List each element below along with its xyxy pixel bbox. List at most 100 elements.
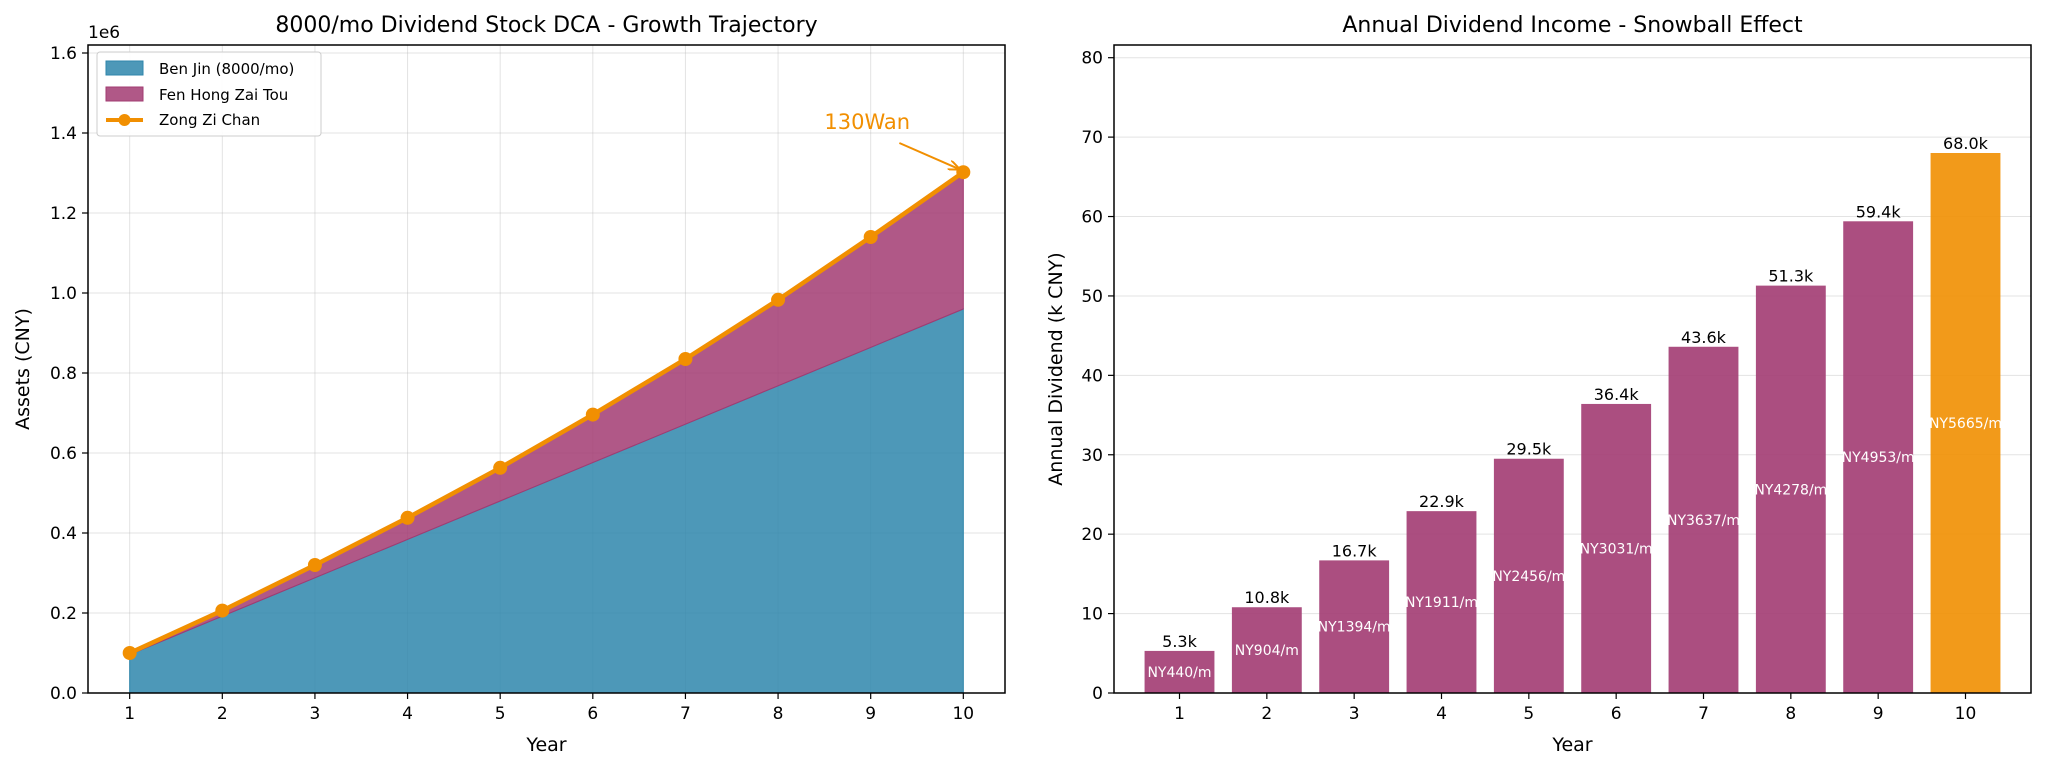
bar-year-8 [1755, 285, 1826, 693]
left-y-tick-label-3: 0.6 [50, 444, 77, 464]
total-point-year-8 [771, 292, 786, 307]
right-x-tick-label-5: 5 [1523, 704, 1534, 724]
total-point-year-4 [400, 510, 415, 525]
left-x-tick-label-1: 1 [124, 704, 135, 724]
legend-label-ben-jin: Ben Jin (8000/mo) [159, 60, 294, 78]
bar-value-label-year-6: 36.4k [1594, 385, 1640, 404]
annotation-arrow [898, 142, 959, 169]
left-x-tick-label-8: 8 [773, 704, 784, 724]
total-point-year-5 [493, 460, 508, 475]
right-y-tick-label-80: 80 [1081, 49, 1103, 69]
bar-value-label-year-2: 10.8k [1244, 588, 1290, 607]
right-y-axis-label: Annual Dividend (k CNY) [1045, 252, 1067, 485]
right-y-tick-label-20: 20 [1081, 525, 1103, 545]
left-y-offset-label: 1e6 [88, 23, 120, 43]
right-bar-labels: 5.3k 10.8k 16.7k 22.9k 29.5k 36.4k 43.6k 51.3k 5… [1162, 134, 1989, 651]
bar-inner-label-year-6: NY3031/m [1580, 541, 1653, 557]
right-x-axis-label: Year [1551, 734, 1592, 756]
right-chart-title: Annual Dividend Income - Snowball Effect [1342, 13, 1803, 38]
line-zong-zi-chan [128, 170, 965, 656]
bar-value-label-year-8: 51.3k [1768, 267, 1814, 286]
right-x-tick-label-3: 3 [1349, 704, 1360, 724]
bar-inner-label-year-4: NY1911/m [1405, 595, 1478, 611]
bar-year-2 [1231, 607, 1302, 693]
left-y-tick-label-0: 0.0 [50, 684, 77, 704]
total-point-year-6 [585, 407, 600, 422]
bar-year-1 [1144, 650, 1215, 693]
bar-year-7 [1668, 346, 1739, 693]
left-x-tick-label-6: 6 [587, 704, 598, 724]
annotation-130wan: 130Wan [824, 110, 910, 134]
legend-label-zong-zi-chan: Zong Zi Chan [159, 111, 260, 129]
right-axes-frame [1113, 44, 2032, 694]
right-x-tick-label-10: 10 [1955, 704, 1977, 724]
right-x-tick-label-8: 8 [1785, 704, 1796, 724]
left-x-tick-label-10: 10 [952, 704, 974, 724]
growth-trajectory-chart: 8000/mo Dividend Stock DCA - Growth Traj… [12, 13, 1006, 756]
total-point-year-2 [215, 603, 230, 618]
bar-inner-label-year-8: NY4278/m [1754, 482, 1827, 498]
right-y-tick-label-50: 50 [1081, 287, 1103, 307]
left-x-tick-label-4: 4 [402, 704, 413, 724]
right-x-tick-label-7: 7 [1698, 704, 1709, 724]
left-x-tick-label-2: 2 [217, 704, 228, 724]
left-y-tick-label-7: 1.4 [50, 124, 77, 144]
left-total-line [122, 165, 971, 660]
right-y-tick-label-40: 40 [1081, 366, 1103, 386]
total-point-year-1 [122, 646, 137, 660]
bar-value-label-year-10: 68.0k [1943, 134, 1989, 153]
left-x-ticks: 1 2 3 4 5 6 7 8 9 10 [124, 693, 974, 724]
legend-box [96, 51, 322, 137]
right-x-tick-label-4: 4 [1436, 704, 1447, 724]
area-ben-jin [129, 308, 964, 693]
left-chart-title: 8000/mo Dividend Stock DCA - Growth Traj… [275, 13, 817, 38]
bar-year-6 [1581, 403, 1652, 693]
left-x-tick-label-5: 5 [495, 704, 506, 724]
bar-year-3 [1319, 560, 1390, 693]
legend-marker-zong-zi-chan [118, 114, 131, 126]
left-y-tick-label-8: 1.6 [50, 44, 77, 64]
right-y-tick-label-10: 10 [1081, 605, 1103, 625]
left-legend: Ben Jin (8000/mo) Fen Hong Zai Tou Zong … [96, 51, 322, 137]
right-y-tick-label-0: 0 [1092, 684, 1103, 704]
bar-inner-label-year-2: NY904/m [1235, 643, 1299, 659]
left-x-axis-label: Year [525, 734, 566, 756]
left-axes-frame [87, 44, 1006, 694]
left-y-tick-label-2: 0.4 [50, 524, 77, 544]
right-x-tick-label-1: 1 [1174, 704, 1185, 724]
legend-swatch-fen-hong [105, 86, 144, 102]
total-point-year-9 [863, 230, 878, 244]
bar-value-label-year-7: 43.6k [1681, 328, 1727, 347]
left-y-ticks: 0.0 0.2 0.4 0.6 0.8 1.0 1.2 1.4 1.6 [50, 44, 88, 704]
left-x-tick-label-7: 7 [680, 704, 691, 724]
bar-value-label-year-1: 5.3k [1162, 632, 1197, 651]
left-annotation: 130Wan [824, 110, 959, 169]
left-areas [129, 171, 964, 693]
bar-year-5 [1493, 458, 1564, 693]
left-x-tick-label-9: 9 [865, 704, 876, 724]
bar-inner-label-year-3: NY1394/m [1318, 620, 1391, 636]
bar-year-9 [1843, 221, 1914, 693]
bar-inner-label-year-5: NY2456/m [1492, 569, 1565, 585]
right-y-tick-label-70: 70 [1081, 128, 1103, 148]
left-x-tick-label-3: 3 [310, 704, 321, 724]
right-y-tick-label-60: 60 [1081, 208, 1103, 228]
left-y-tick-label-6: 1.2 [50, 204, 77, 224]
bar-inner-label-year-7: NY3637/m [1667, 513, 1740, 529]
left-y-tick-label-1: 0.2 [50, 604, 77, 624]
right-y-tick-label-30: 30 [1081, 446, 1103, 466]
bar-value-label-year-4: 22.9k [1419, 492, 1465, 511]
bar-inner-label-year-9: NY4953/m [1842, 450, 1915, 466]
bar-inner-label-year-1: NY440/m [1147, 665, 1211, 681]
bar-year-4 [1406, 511, 1477, 693]
bar-value-label-year-9: 59.4k [1856, 202, 1902, 221]
right-x-tick-label-9: 9 [1873, 704, 1884, 724]
annual-dividend-chart: Annual Dividend Income - Snowball Effect… [1045, 13, 2032, 756]
legend-label-fen-hong: Fen Hong Zai Tou [159, 86, 288, 104]
right-x-tick-label-6: 6 [1611, 704, 1622, 724]
bar-year-10 [1930, 153, 2001, 693]
right-bars: NY440/m NY904/m NY1394/m NY1911/m NY2456/m NY… [1144, 153, 2002, 693]
right-x-tick-label-2: 2 [1261, 704, 1272, 724]
right-y-ticks: 0 10 20 30 40 50 60 70 80 [1081, 49, 1114, 704]
bar-inner-label-year-10: NY5665/m [1929, 416, 2002, 432]
